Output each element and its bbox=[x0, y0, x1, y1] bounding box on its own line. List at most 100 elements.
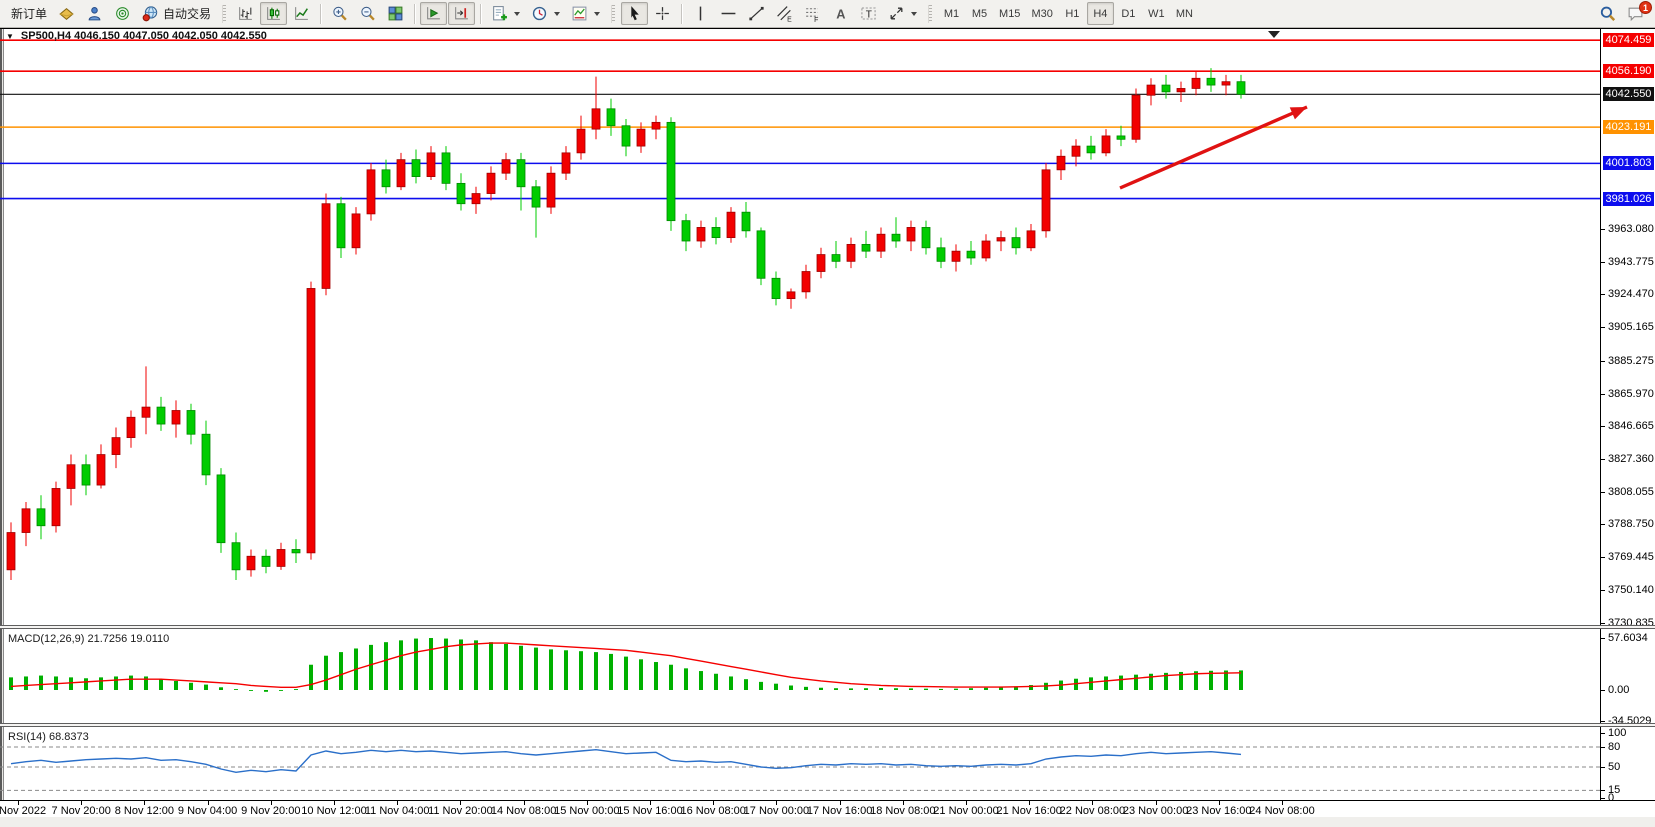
macd-label: MACD(12,26,9) 21.7256 19.0110 bbox=[8, 633, 170, 645]
timeframe-h4-button[interactable]: H4 bbox=[1086, 2, 1114, 25]
macd-axis-label: 0.00 bbox=[1608, 684, 1630, 696]
timeframe-h1-button[interactable]: H1 bbox=[1059, 2, 1086, 25]
text-icon: A bbox=[836, 6, 845, 21]
profile-chart-icon bbox=[88, 7, 101, 21]
toolbar-grip[interactable] bbox=[928, 4, 933, 23]
time-tick bbox=[839, 801, 841, 805]
auto-trading-button-label: 自动交易 bbox=[163, 7, 212, 21]
timeframe-m15-button[interactable]: M15 bbox=[994, 2, 1025, 25]
price-tick-label: 3808.055 bbox=[1608, 485, 1654, 498]
time-tick bbox=[776, 801, 778, 805]
timeframe-m30-button[interactable]: M30 bbox=[1026, 2, 1057, 25]
line-chart-button[interactable] bbox=[288, 2, 315, 25]
timeframe-mn-button[interactable]: MN bbox=[1171, 2, 1198, 25]
bars-button[interactable] bbox=[232, 2, 259, 25]
text-label-button[interactable]: T bbox=[855, 2, 882, 25]
timeframe-d1-button[interactable]: D1 bbox=[1115, 2, 1142, 25]
price-tick-label: 3769.445 bbox=[1608, 551, 1654, 564]
time-tick-label: 15 Nov 00:00 bbox=[554, 805, 620, 817]
tile-windows-icon bbox=[388, 6, 403, 21]
arrows-button[interactable] bbox=[883, 2, 922, 25]
text-button[interactable]: A bbox=[827, 2, 854, 25]
timeframe-m30-button-label: M30 bbox=[1031, 7, 1053, 20]
toolbar-grip[interactable] bbox=[222, 4, 227, 23]
gold-folder-button[interactable] bbox=[53, 2, 80, 25]
auto-trading-button[interactable]: 自动交易 bbox=[137, 2, 216, 25]
new-order-button[interactable]: 新订单 bbox=[6, 2, 52, 25]
vertical-line-button[interactable] bbox=[687, 2, 714, 25]
template-button[interactable] bbox=[566, 2, 605, 25]
time-tick-label: 7 Nov 20:00 bbox=[51, 805, 111, 817]
auto-scroll-icon bbox=[427, 7, 440, 20]
dropdown-caret-icon bbox=[554, 11, 561, 16]
toolbar-grip[interactable] bbox=[611, 4, 616, 23]
svg-text:A: A bbox=[836, 6, 845, 21]
time-tick bbox=[460, 801, 462, 805]
zoom-in-button[interactable] bbox=[326, 2, 353, 25]
chart-shift-marker bbox=[1268, 31, 1280, 38]
time-tick-label: 8 Nov 12:00 bbox=[114, 805, 175, 817]
timeframe-m5-button[interactable]: M5 bbox=[966, 2, 993, 25]
search-icon bbox=[1600, 6, 1616, 21]
crosshair-icon bbox=[656, 7, 669, 20]
chart-canvas[interactable] bbox=[0, 29, 1600, 817]
radar-button[interactable] bbox=[109, 2, 136, 25]
cursor-button[interactable] bbox=[621, 2, 649, 25]
gold-folder-icon bbox=[59, 8, 74, 21]
fibonacci-icon: F bbox=[806, 8, 818, 22]
axis-tick bbox=[1601, 491, 1605, 493]
time-tick bbox=[1092, 801, 1094, 805]
macd-axis-label: 57.6034 bbox=[1608, 632, 1648, 644]
time-tick-label: 23 Nov 00:00 bbox=[1122, 805, 1189, 817]
chart-shift-button[interactable] bbox=[448, 2, 476, 25]
timeframe-m1-button[interactable]: M1 bbox=[938, 2, 965, 25]
line-chart-icon bbox=[295, 7, 308, 20]
time-tick bbox=[144, 801, 146, 805]
channel-button[interactable]: E bbox=[771, 2, 798, 25]
zoom-out-button[interactable] bbox=[354, 2, 381, 25]
price-level-badge: 3981.026 bbox=[1603, 191, 1654, 206]
toolbar-separator bbox=[414, 3, 416, 24]
profile-chart-button[interactable] bbox=[81, 2, 108, 25]
chat-button[interactable]: 1 bbox=[1622, 1, 1652, 25]
dropdown-caret-icon bbox=[514, 11, 521, 16]
pane-separator-rsi[interactable] bbox=[0, 723, 1655, 727]
period-button[interactable] bbox=[526, 2, 565, 25]
auto-scroll-button[interactable] bbox=[420, 2, 448, 25]
axis-tick bbox=[1601, 459, 1605, 461]
candlesticks-button[interactable] bbox=[260, 2, 288, 25]
time-tick-label: 15 Nov 16:00 bbox=[617, 805, 683, 817]
axis-tick bbox=[1601, 327, 1605, 329]
axis-tick bbox=[1601, 767, 1605, 768]
price-axis[interactable]: 3963.080 3943.775 3924.470 3905.165 3885.275… bbox=[1600, 29, 1655, 804]
macd-pane bbox=[9, 638, 1243, 692]
price-tick-label: 3788.750 bbox=[1608, 518, 1654, 531]
new-chart-button[interactable] bbox=[486, 2, 525, 25]
window-bottom-strip bbox=[0, 816, 1655, 827]
horizontal-line-button[interactable] bbox=[715, 2, 742, 25]
rsi-axis-label: 15 bbox=[1608, 784, 1621, 797]
axis-tick bbox=[1601, 360, 1605, 362]
time-tick-label: 7 Nov 2022 bbox=[0, 805, 47, 817]
axis-tick bbox=[1601, 393, 1605, 395]
timeframe-h1-button-label: H1 bbox=[1065, 7, 1080, 20]
time-tick bbox=[207, 801, 209, 805]
timeframe-w1-button[interactable]: W1 bbox=[1143, 2, 1170, 25]
new-chart-icon bbox=[493, 6, 507, 21]
notification-badge: 1 bbox=[1639, 1, 1652, 14]
svg-text:F: F bbox=[814, 17, 818, 22]
timeframe-m15-button-label: M15 bbox=[999, 7, 1021, 20]
trendline-button[interactable] bbox=[743, 2, 770, 25]
time-axis[interactable]: 7 Nov 2022 7 Nov 20:008 Nov 12:009 Nov 04… bbox=[0, 800, 1655, 817]
search-button[interactable] bbox=[1594, 2, 1621, 25]
crosshair-button[interactable] bbox=[649, 2, 676, 25]
svg-text:T: T bbox=[866, 9, 872, 20]
time-tick-label: 24 Nov 08:00 bbox=[1249, 805, 1315, 817]
dropdown-caret-icon bbox=[911, 11, 918, 16]
tile-windows-button[interactable] bbox=[382, 2, 409, 25]
chart-window-left-border bbox=[0, 29, 4, 817]
time-tick-label: 21 Nov 00:00 bbox=[933, 805, 999, 817]
fibonacci-button[interactable]: F bbox=[799, 2, 826, 25]
pane-separator-macd[interactable] bbox=[0, 625, 1655, 629]
axis-tick bbox=[1601, 261, 1605, 263]
